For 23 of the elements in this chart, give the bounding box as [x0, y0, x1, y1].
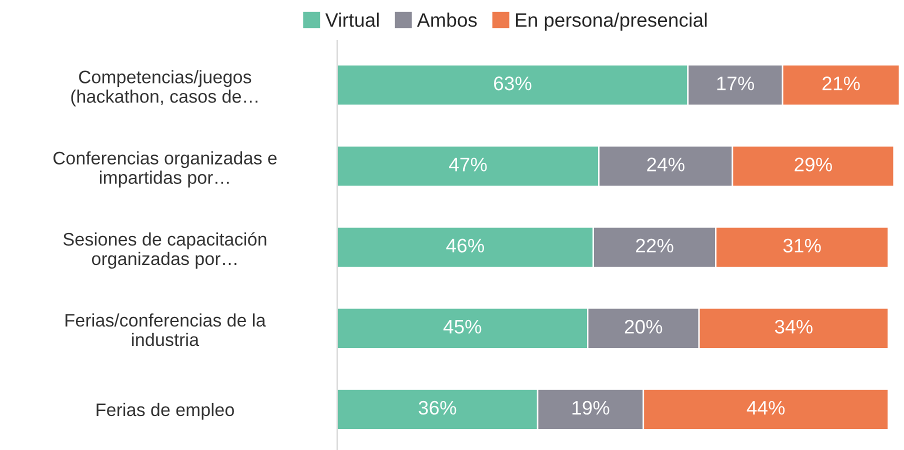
data-label: 22%	[636, 238, 674, 252]
data-label: 63%	[494, 76, 532, 90]
data-label: 21%	[822, 76, 860, 90]
data-label: 29%	[794, 158, 832, 172]
data-label: 24%	[647, 158, 684, 172]
legend-label: Virtual	[325, 12, 379, 27]
data-label: 20%	[624, 320, 662, 334]
y-tick-label: Ferias de empleo	[96, 402, 234, 420]
data-label: 31%	[783, 238, 821, 252]
legend-label: En persona/presencial	[516, 12, 707, 31]
data-label: 19%	[572, 400, 610, 415]
data-label: 46%	[446, 238, 484, 252]
legend-label: Ambos	[417, 12, 477, 27]
y-tick-label: Sesiones de capacitación organizadas por…	[63, 232, 266, 269]
data-label: 47%	[449, 158, 487, 172]
y-tick-label: Ferias/conferencias de la industria	[66, 313, 266, 346]
data-label: 34%	[774, 320, 812, 334]
y-tick-label: Conferencias organizadas e impartidas por…	[53, 151, 277, 188]
y-tick-label: Competencias/juegos (hackathon, casos de…	[71, 70, 258, 106]
data-label: 17%	[717, 76, 754, 90]
data-label: 44%	[746, 400, 785, 415]
data-label: 45%	[443, 320, 482, 334]
data-label: 36%	[418, 400, 456, 415]
